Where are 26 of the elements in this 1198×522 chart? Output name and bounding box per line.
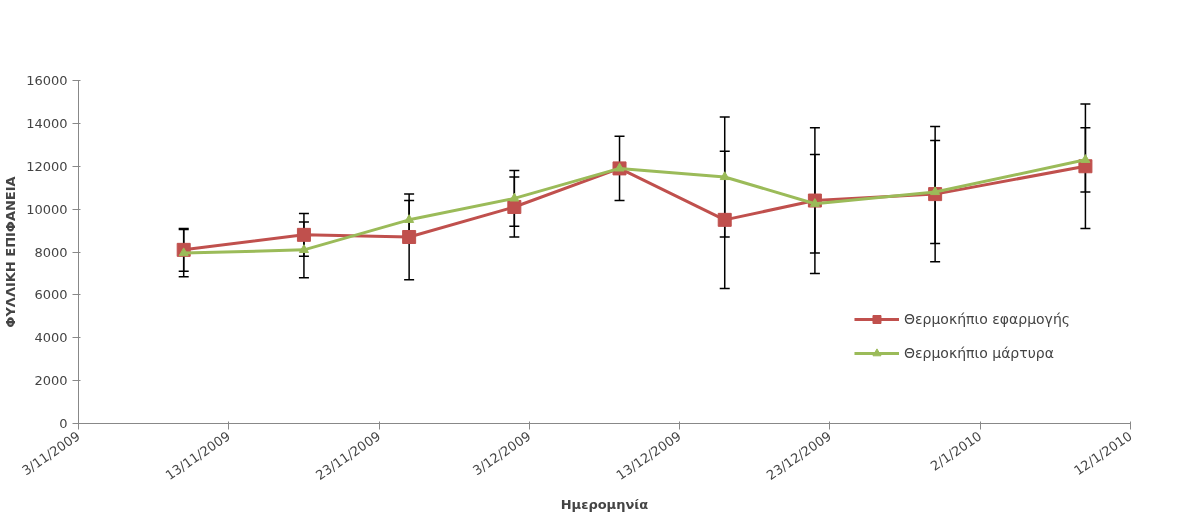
point bbox=[809, 198, 820, 207]
y-tick-label: 14000 bbox=[26, 115, 68, 131]
y-tick-label: 12000 bbox=[26, 158, 68, 174]
point bbox=[930, 186, 941, 196]
point bbox=[507, 199, 522, 214]
y-tick-label: 10000 bbox=[26, 201, 68, 217]
y-tick-label: 2000 bbox=[34, 373, 68, 389]
point bbox=[717, 212, 732, 227]
y-tick-label: 8000 bbox=[34, 244, 68, 260]
y-axis-title: ΦΥΛΛΙΚΗ ΕΠΙΦΑΝΕΙΑ bbox=[3, 176, 19, 328]
y-tick-label: 0 bbox=[59, 416, 68, 431]
point bbox=[614, 162, 625, 172]
point bbox=[1080, 154, 1091, 163]
point bbox=[296, 227, 311, 242]
point bbox=[178, 247, 189, 257]
legend-label: Θερμοκήπιο μάρτυρα bbox=[903, 345, 1054, 361]
legend-label: Θερμοκήπιο εφαρμογής bbox=[903, 311, 1070, 327]
point bbox=[404, 214, 415, 223]
point bbox=[298, 244, 309, 253]
x-axis-title: Ημερομηνία bbox=[560, 497, 649, 513]
point bbox=[509, 192, 520, 202]
y-tick-label: 4000 bbox=[34, 330, 68, 346]
point bbox=[719, 171, 730, 181]
y-tick-label: 16000 bbox=[26, 73, 68, 88]
point bbox=[402, 229, 417, 244]
y-tick-label: 6000 bbox=[34, 287, 68, 303]
